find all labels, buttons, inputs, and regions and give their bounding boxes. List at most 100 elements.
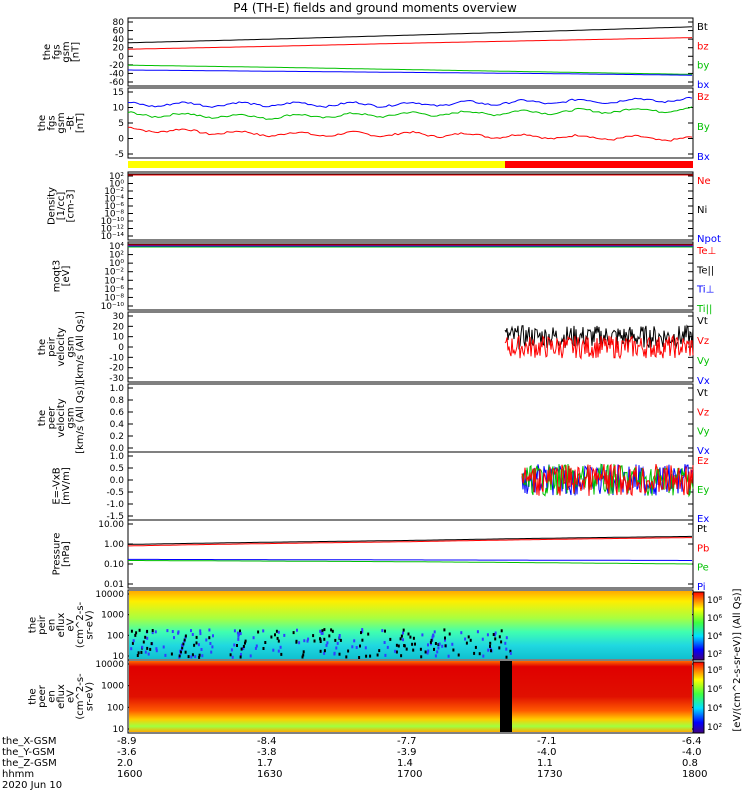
spectrogram-speckle	[319, 640, 322, 643]
series-Pe	[128, 560, 692, 565]
spectrogram-speckle	[490, 649, 492, 653]
panel-frame	[127, 519, 694, 589]
y-axis-label: Density	[47, 187, 58, 225]
spectrogram-speckle	[505, 636, 508, 640]
footer-row: hhmm 1600 1630 1700 1730 1800	[2, 769, 707, 780]
y-tick-label: 10	[113, 725, 125, 735]
spectrogram-speckle	[403, 644, 406, 647]
spectrogram-speckle	[262, 647, 265, 650]
spectrogram-speckle	[494, 633, 496, 637]
footer-value: 1.4	[397, 758, 413, 769]
spectrogram-speckle	[272, 648, 275, 652]
y-axis-label: en	[47, 690, 58, 703]
y-axis-label: en	[47, 619, 58, 632]
footer-row-label: hhmm	[2, 769, 35, 780]
y-axis-label: [cm-3]	[66, 189, 77, 222]
spectrogram-speckle	[331, 629, 334, 633]
footer-value: -4.0	[537, 747, 557, 758]
spectrogram-speckle	[130, 647, 133, 651]
spectrogram-speckle	[426, 651, 429, 655]
spectrogram-speckle	[240, 653, 242, 656]
spectrogram-speckle	[149, 647, 152, 651]
legend-bx: bx	[697, 80, 709, 91]
spectrogram-speckle	[132, 639, 135, 643]
spectrogram-image	[129, 591, 692, 659]
spectrogram-speckle	[277, 649, 280, 653]
spectrogram-speckle	[144, 650, 147, 654]
spectrogram-speckle	[312, 634, 315, 638]
spectrogram-speckle	[321, 631, 324, 635]
y-tick-label: 0.0	[110, 444, 125, 454]
footer-value: 1600	[117, 769, 143, 780]
y-axis-label: [1/cc]	[56, 192, 67, 221]
spectrogram-speckle	[395, 650, 398, 654]
spectrogram-speckle	[505, 655, 508, 659]
spectrogram-speckle	[436, 650, 439, 654]
spectrogram-speckle	[142, 640, 145, 644]
y-tick-label: 0.8	[110, 396, 125, 406]
y-tick-label: 10⁰	[109, 180, 124, 190]
spectrogram-speckle	[351, 645, 354, 649]
chart-title: P4 (TH-E) fields and ground moments over…	[233, 1, 517, 15]
spectrogram-speckle	[432, 633, 435, 637]
spectrogram-speckle	[339, 638, 342, 642]
spectrogram-speckle	[451, 642, 454, 646]
legend-Vt: Vt	[697, 388, 708, 399]
spectrogram-speckle	[162, 645, 165, 649]
spectrogram-speckle	[190, 629, 192, 633]
panel-peer-velocity: 1.0 0.8 0.6 0.4 0.2 0.0 thepeervelocitygsm[km/…	[37, 382, 710, 457]
spectrogram-speckle	[433, 630, 436, 634]
spectrogram-speckle	[494, 637, 497, 641]
y-tick-label: 60	[113, 27, 125, 37]
colorbar-tick: 10⁴	[707, 704, 722, 714]
y-tick-label: 10	[113, 104, 125, 114]
y-axis-label: gsm	[61, 41, 72, 62]
legend-By: By	[697, 122, 710, 133]
y-tick-label: 0.2	[110, 432, 124, 442]
spectrogram-speckle	[198, 653, 201, 657]
spectrogram-speckle	[333, 651, 336, 655]
spectrogram-speckle	[208, 628, 211, 632]
spectrogram-speckle	[338, 634, 341, 637]
legend-Bt: Bt	[697, 22, 708, 33]
y-axis-label: peer	[47, 406, 58, 430]
y-tick-label: -5	[115, 150, 124, 160]
spectrogram-speckle	[240, 647, 243, 651]
y-axis-label: moqt3	[51, 260, 62, 293]
spectrogram-speckle	[394, 649, 397, 653]
spectrogram-speckle	[347, 649, 350, 653]
y-tick-label: 10⁻²	[104, 187, 124, 197]
spectrogram-speckle	[150, 642, 153, 646]
panel-frame	[127, 311, 694, 383]
y-tick-label: 20	[113, 44, 125, 54]
y-axis-label: (cm^2-s-	[75, 673, 86, 720]
y-tick-label: -10	[109, 353, 124, 363]
spectrogram-speckle	[353, 639, 356, 643]
y-axis-label: the	[37, 410, 48, 426]
legend-Vy: Vy	[697, 356, 710, 367]
spectrogram-speckle	[200, 648, 203, 651]
footer-value: 1730	[537, 769, 563, 780]
y-tick-label: 30	[113, 312, 125, 322]
y-tick-label: 10	[113, 333, 125, 343]
footer-value: 2.0	[117, 758, 133, 769]
y-axis-label: the	[37, 339, 48, 355]
spectrogram-speckle	[233, 629, 236, 633]
spectrogram-speckle	[438, 642, 441, 646]
spectrogram-speckle	[280, 652, 283, 656]
spectrogram-speckle	[376, 653, 379, 657]
y-axis-label: the	[42, 44, 53, 60]
spectrogram-speckle	[323, 637, 326, 641]
legend-Ti⊥: Ti⊥	[696, 285, 714, 296]
panel-frame	[127, 17, 694, 87]
legend-Ne: Ne	[697, 176, 711, 187]
spectrogram-speckle	[302, 653, 305, 657]
y-axis-label: gsm	[66, 336, 77, 357]
spectrogram-speckle	[433, 647, 435, 651]
spectrogram-speckle	[384, 629, 386, 633]
spectrogram-speckle	[498, 646, 501, 650]
spectrogram-speckle	[262, 629, 265, 633]
y-axis-label: fgs	[47, 115, 58, 130]
ephemeris-footer: the_X-GSM -8.9 -8.4 -7.7 -7.1 -6.4 the_Y-GSM -3…	[2, 736, 707, 791]
